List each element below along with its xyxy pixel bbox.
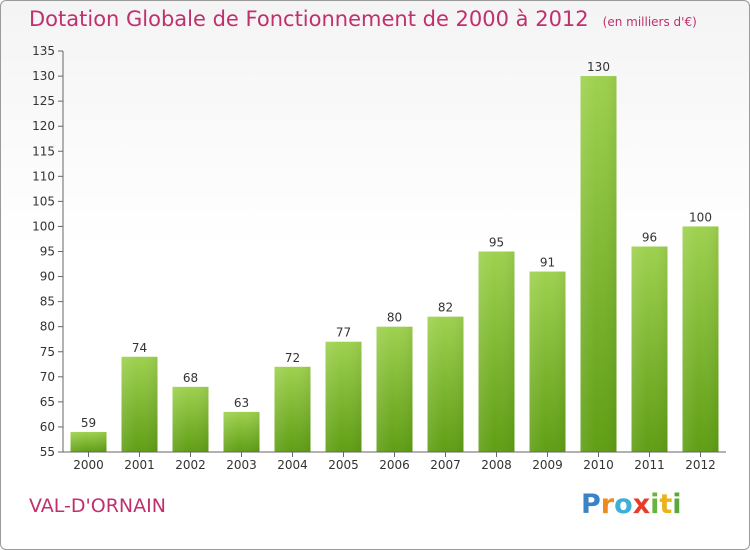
bar-shading-2004 <box>274 366 311 452</box>
bar-shading-2003 <box>223 411 260 452</box>
value-label-2009: 91 <box>540 256 555 270</box>
logo-letter: i <box>672 489 682 520</box>
logo-letter: t <box>659 489 673 520</box>
unit-note: (en milliers d'€) <box>602 15 697 29</box>
title-text: Dotation Globale de Fonctionnement de 20… <box>29 7 589 31</box>
value-label-2003: 63 <box>234 396 249 410</box>
y-tick-label: 85 <box>40 295 55 309</box>
x-axis-ticks: 2000 2001 2002 2003 2004 2005 2006 2007 2008 2009… <box>73 452 716 472</box>
y-tick-label: 80 <box>40 320 55 334</box>
y-tick-label: 135 <box>32 44 55 58</box>
bar-shading-2007 <box>427 316 464 452</box>
x-tick-label-2008: 2008 <box>481 458 512 472</box>
bar-shading-2000 <box>70 431 107 452</box>
x-tick-label-2009: 2009 <box>532 458 563 472</box>
chart-title: Dotation Globale de Fonctionnement de 20… <box>29 7 697 31</box>
value-label-2002: 68 <box>183 371 198 385</box>
x-tick-label-2011: 2011 <box>634 458 665 472</box>
x-tick-label-2007: 2007 <box>430 458 461 472</box>
proxiti-logo: Proxiti <box>581 489 682 520</box>
value-label-2007: 82 <box>438 301 453 315</box>
y-tick-label: 115 <box>32 144 55 158</box>
bar-shading-2005 <box>325 341 362 452</box>
x-tick-label-2003: 2003 <box>226 458 257 472</box>
x-tick-label-2012: 2012 <box>685 458 716 472</box>
x-tick-label-2001: 2001 <box>124 458 155 472</box>
bar-shading-2006 <box>376 326 413 452</box>
y-tick-label: 55 <box>40 445 55 459</box>
y-tick-label: 75 <box>40 345 55 359</box>
y-tick-label: 125 <box>32 94 55 108</box>
logo-letter: x <box>632 489 651 520</box>
x-tick-label-2004: 2004 <box>277 458 308 472</box>
x-tick-label-2006: 2006 <box>379 458 410 472</box>
value-label-2011: 96 <box>642 230 657 244</box>
y-tick-label: 100 <box>32 219 55 233</box>
bar-shading-2010 <box>580 76 617 452</box>
bars-group: 59 74 68 63 72 77 80 82 95 91 130 96 100 <box>70 60 719 452</box>
bar-shading-2002 <box>172 386 209 452</box>
x-tick-label-2010: 2010 <box>583 458 614 472</box>
y-tick-label: 70 <box>40 370 55 384</box>
bar-shading-2001 <box>121 356 158 452</box>
logo-letter: P <box>581 489 601 520</box>
y-tick-label: 60 <box>40 420 55 434</box>
commune-name: VAL-D'ORNAIN <box>29 495 166 517</box>
bar-shading-2012 <box>682 226 719 452</box>
value-label-2010: 130 <box>587 60 610 74</box>
x-tick-label-2002: 2002 <box>175 458 206 472</box>
value-label-2001: 74 <box>132 341 147 355</box>
bar-shading-2011 <box>631 246 668 452</box>
logo-letter: i <box>650 489 660 520</box>
y-tick-label: 130 <box>32 69 55 83</box>
x-tick-label-2000: 2000 <box>73 458 104 472</box>
bar-shading-2008 <box>478 251 515 452</box>
x-tick-label-2005: 2005 <box>328 458 359 472</box>
logo-letter: r <box>600 489 615 520</box>
value-label-2012: 100 <box>689 210 712 224</box>
y-tick-label: 95 <box>40 245 55 259</box>
y-tick-label: 65 <box>40 395 55 409</box>
value-label-2004: 72 <box>285 351 300 365</box>
value-label-2000: 59 <box>81 416 96 430</box>
value-label-2005: 77 <box>336 326 351 340</box>
logo-letter: o <box>614 489 633 520</box>
y-tick-label: 105 <box>32 194 55 208</box>
value-label-2006: 80 <box>387 311 402 325</box>
y-tick-label: 120 <box>32 119 55 133</box>
value-label-2008: 95 <box>489 236 504 250</box>
y-tick-label: 90 <box>40 270 55 284</box>
y-axis-ticks: 55 60 65 70 75 80 85 90 95 100 105 110 115 120 125 130 1… <box>32 44 63 459</box>
y-tick-label: 110 <box>32 169 55 183</box>
bar-shading-2009 <box>529 271 566 452</box>
